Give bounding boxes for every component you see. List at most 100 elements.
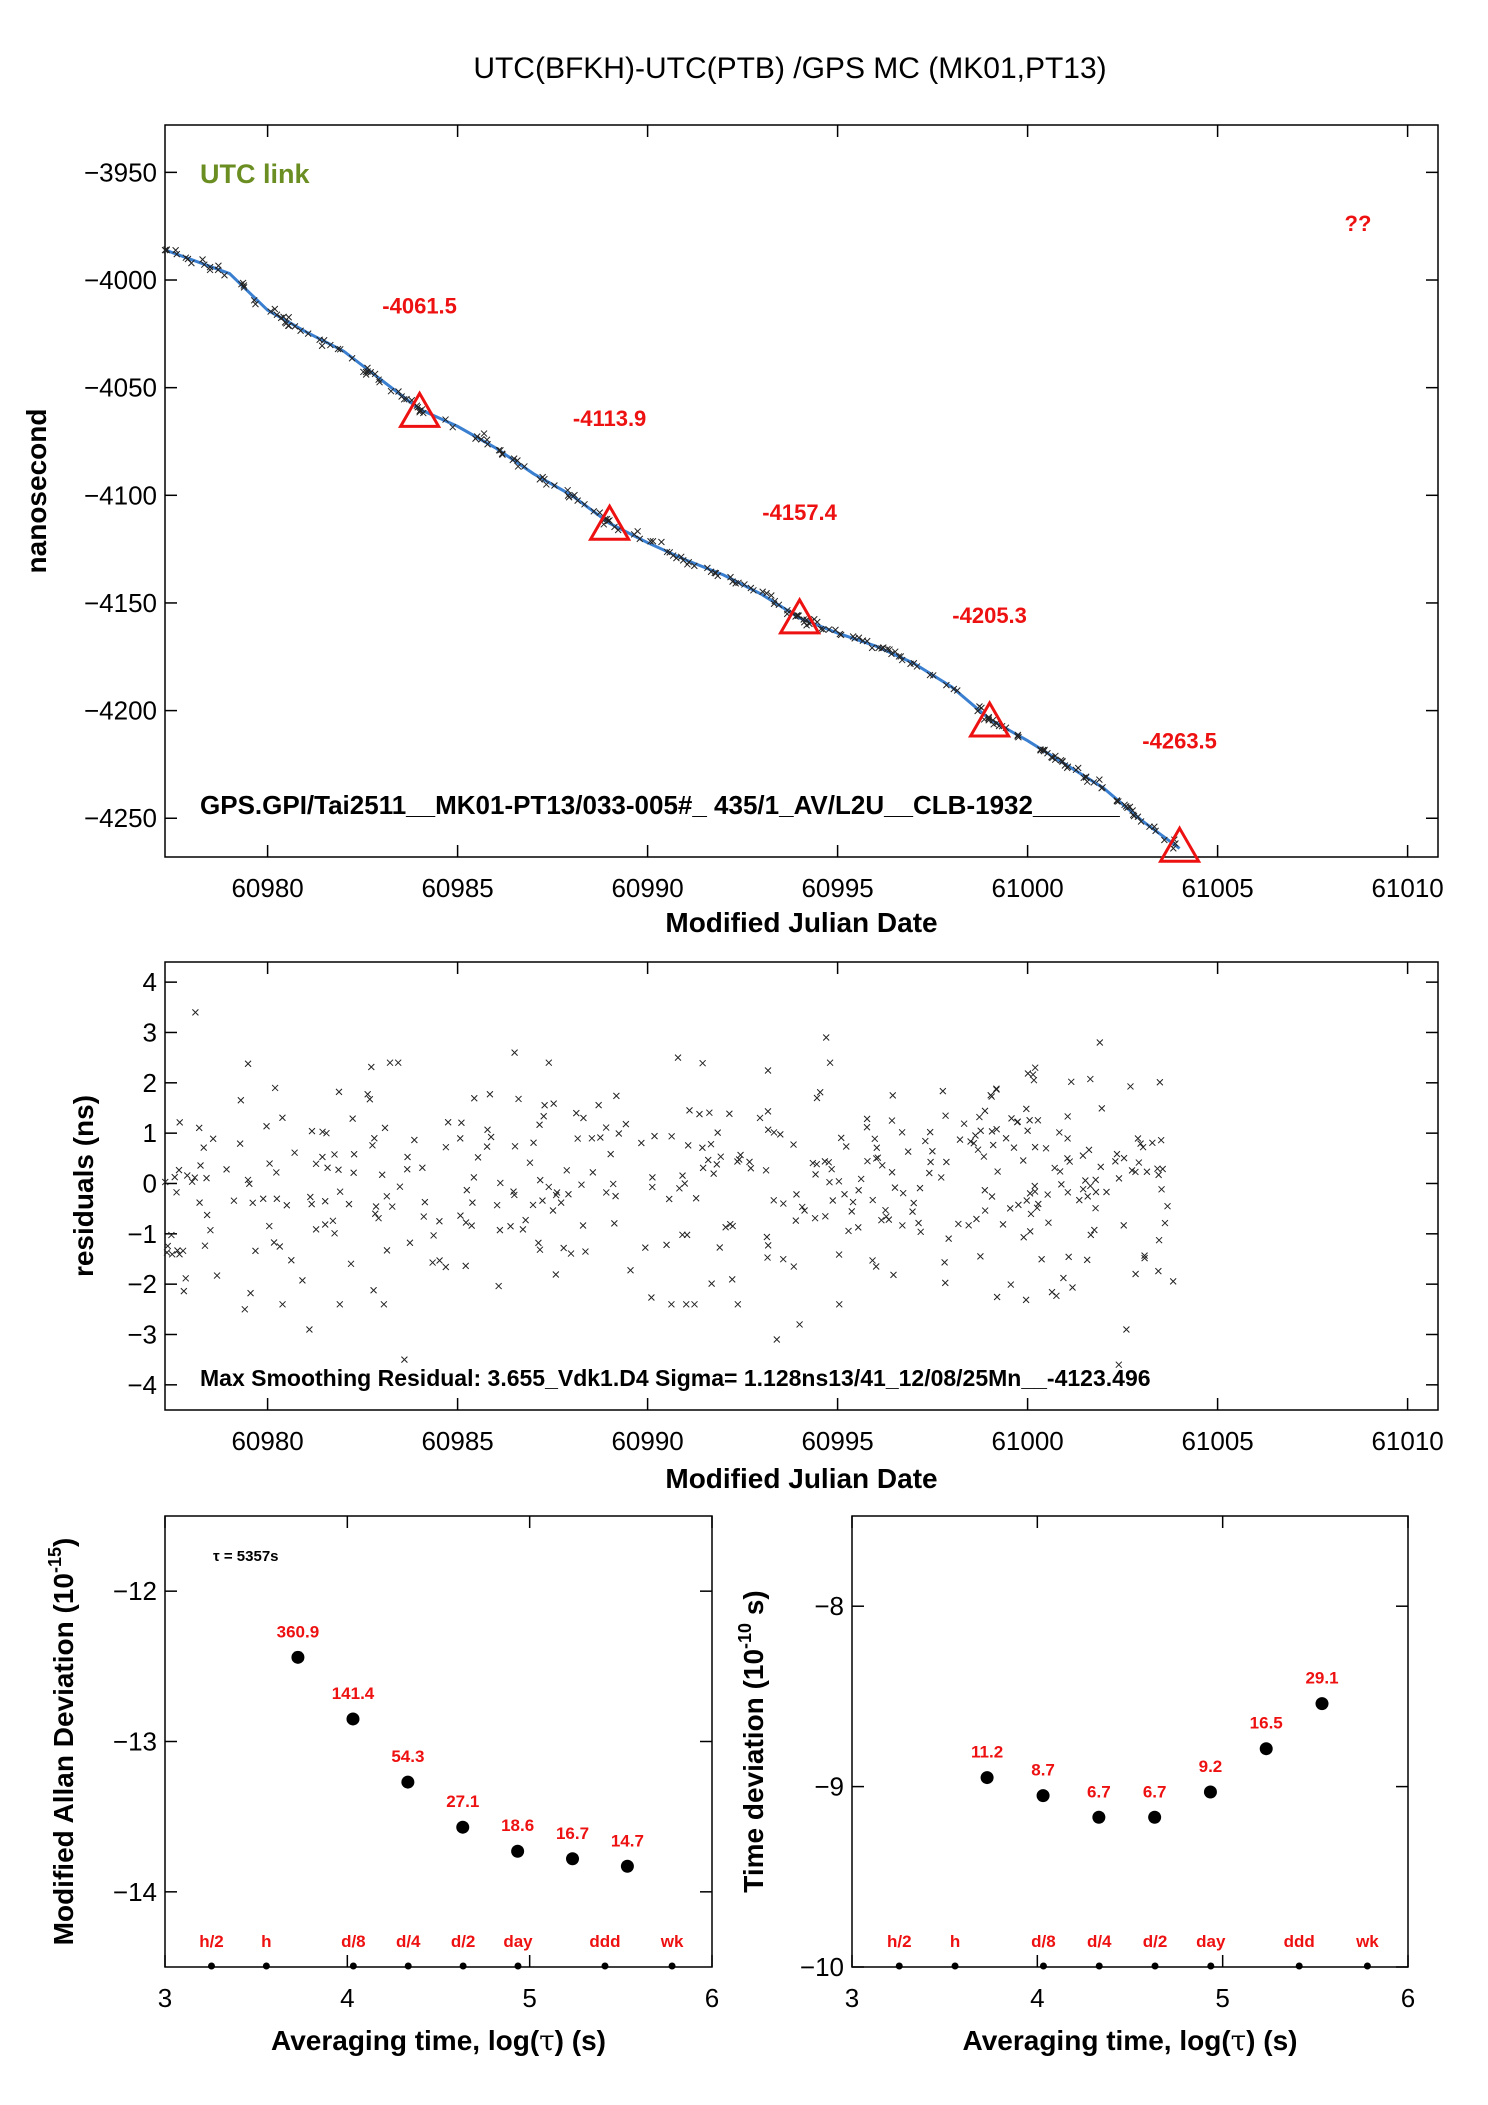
residual-point (993, 1293, 1001, 1301)
residual-point (1033, 1204, 1041, 1212)
residual-point (230, 1197, 238, 1205)
data-point (371, 370, 379, 378)
residual-point (679, 1231, 686, 1239)
y-tick-label: −4150 (84, 588, 157, 618)
residual-point (1143, 1168, 1151, 1176)
reference-label: ddd (589, 1932, 620, 1951)
data-point (1124, 804, 1131, 812)
residual-point (967, 1138, 974, 1145)
residual-point (350, 1150, 358, 1158)
data-point (362, 368, 370, 376)
residual-point (790, 1263, 798, 1270)
residual-point (728, 1275, 736, 1283)
residual-point (553, 1189, 561, 1196)
residual-point (595, 1101, 602, 1109)
marker-value-label: -4157.4 (762, 500, 837, 525)
residual-point (809, 1159, 817, 1167)
residual-point (470, 1174, 478, 1181)
y-tick-label: −2 (127, 1269, 157, 1299)
data-point (611, 523, 618, 531)
residual-point (829, 1197, 837, 1204)
residual-point (1048, 1288, 1056, 1296)
x-tick-label: 60985 (421, 873, 493, 903)
residual-point (383, 1246, 391, 1254)
reference-mark (262, 1962, 270, 1970)
residual-point (396, 1183, 404, 1191)
residual-point (878, 1161, 886, 1169)
residual-point (1075, 1196, 1083, 1204)
x-tick-label: 5 (522, 1983, 536, 2013)
data-point (590, 507, 598, 515)
data-point (172, 246, 179, 254)
residual-point (483, 1143, 491, 1151)
residual-point (1079, 1152, 1087, 1160)
x-tick-label: 60980 (231, 1426, 303, 1456)
residual-point (347, 1260, 355, 1268)
residual-point (710, 1170, 718, 1178)
data-point (511, 1844, 525, 1858)
residual-point (699, 1164, 707, 1172)
residual-point (176, 1118, 184, 1126)
reference-label: d/4 (1087, 1932, 1112, 1951)
residual-point (941, 1279, 949, 1287)
residual-point (244, 1176, 252, 1184)
residual-point (1022, 1105, 1030, 1113)
residual-point (746, 1158, 753, 1166)
residual-point (550, 1100, 558, 1107)
data-point (1130, 812, 1138, 820)
residual-point (429, 1259, 436, 1266)
residual-point (331, 1229, 338, 1237)
data-point (634, 527, 642, 535)
residual-point (602, 1124, 610, 1131)
residual-point (921, 1137, 929, 1145)
residual-point (394, 1059, 402, 1067)
residual-point (1007, 1281, 1015, 1288)
residual-point (1031, 1064, 1039, 1072)
residual-point (249, 1199, 257, 1207)
residual-point (927, 1158, 934, 1166)
residual-point (776, 1130, 784, 1138)
x-tick-label: 4 (340, 1983, 354, 2013)
residual-point (915, 1219, 922, 1227)
data-point (985, 716, 993, 724)
residual-point (981, 1207, 989, 1214)
data-point (1036, 1789, 1050, 1803)
residual-point (549, 1207, 557, 1214)
residual-point (536, 1246, 544, 1254)
data-point (1146, 823, 1153, 831)
residual-point (312, 1160, 320, 1168)
reference-label: ddd (1284, 1932, 1315, 1951)
residual-point (1115, 1361, 1123, 1369)
residual-point (308, 1127, 316, 1135)
residual-point (764, 1108, 772, 1115)
data-point (1064, 763, 1072, 771)
residual-point (247, 1289, 254, 1297)
data-point (878, 645, 885, 652)
residual-point (699, 1144, 706, 1152)
data-point (851, 635, 859, 642)
data-point (449, 423, 457, 431)
data-point (907, 660, 914, 668)
data-point (879, 644, 887, 652)
residual-point (848, 1208, 856, 1215)
reference-label: day (503, 1932, 533, 1951)
residual-point (511, 1049, 518, 1056)
residual-point (279, 1300, 286, 1308)
residual-point (1086, 1075, 1094, 1083)
residual-point (1055, 1129, 1063, 1136)
residual-point (1064, 1188, 1072, 1196)
residual-point (699, 1059, 706, 1067)
residual-point (411, 1136, 418, 1144)
residual-point (821, 1157, 829, 1165)
residual-point (1158, 1185, 1165, 1193)
residual-point (306, 1326, 313, 1333)
residual-point (1022, 1296, 1030, 1304)
point-value-label: 14.7 (611, 1831, 644, 1850)
residual-point (622, 1120, 630, 1128)
reference-label: d/2 (1143, 1932, 1168, 1951)
residual-point (855, 1186, 863, 1194)
reference-label: h/2 (887, 1932, 912, 1951)
marker-value-label: -4263.5 (1142, 728, 1217, 753)
reference-mark (1295, 1962, 1303, 1970)
residual-point (179, 1247, 187, 1255)
